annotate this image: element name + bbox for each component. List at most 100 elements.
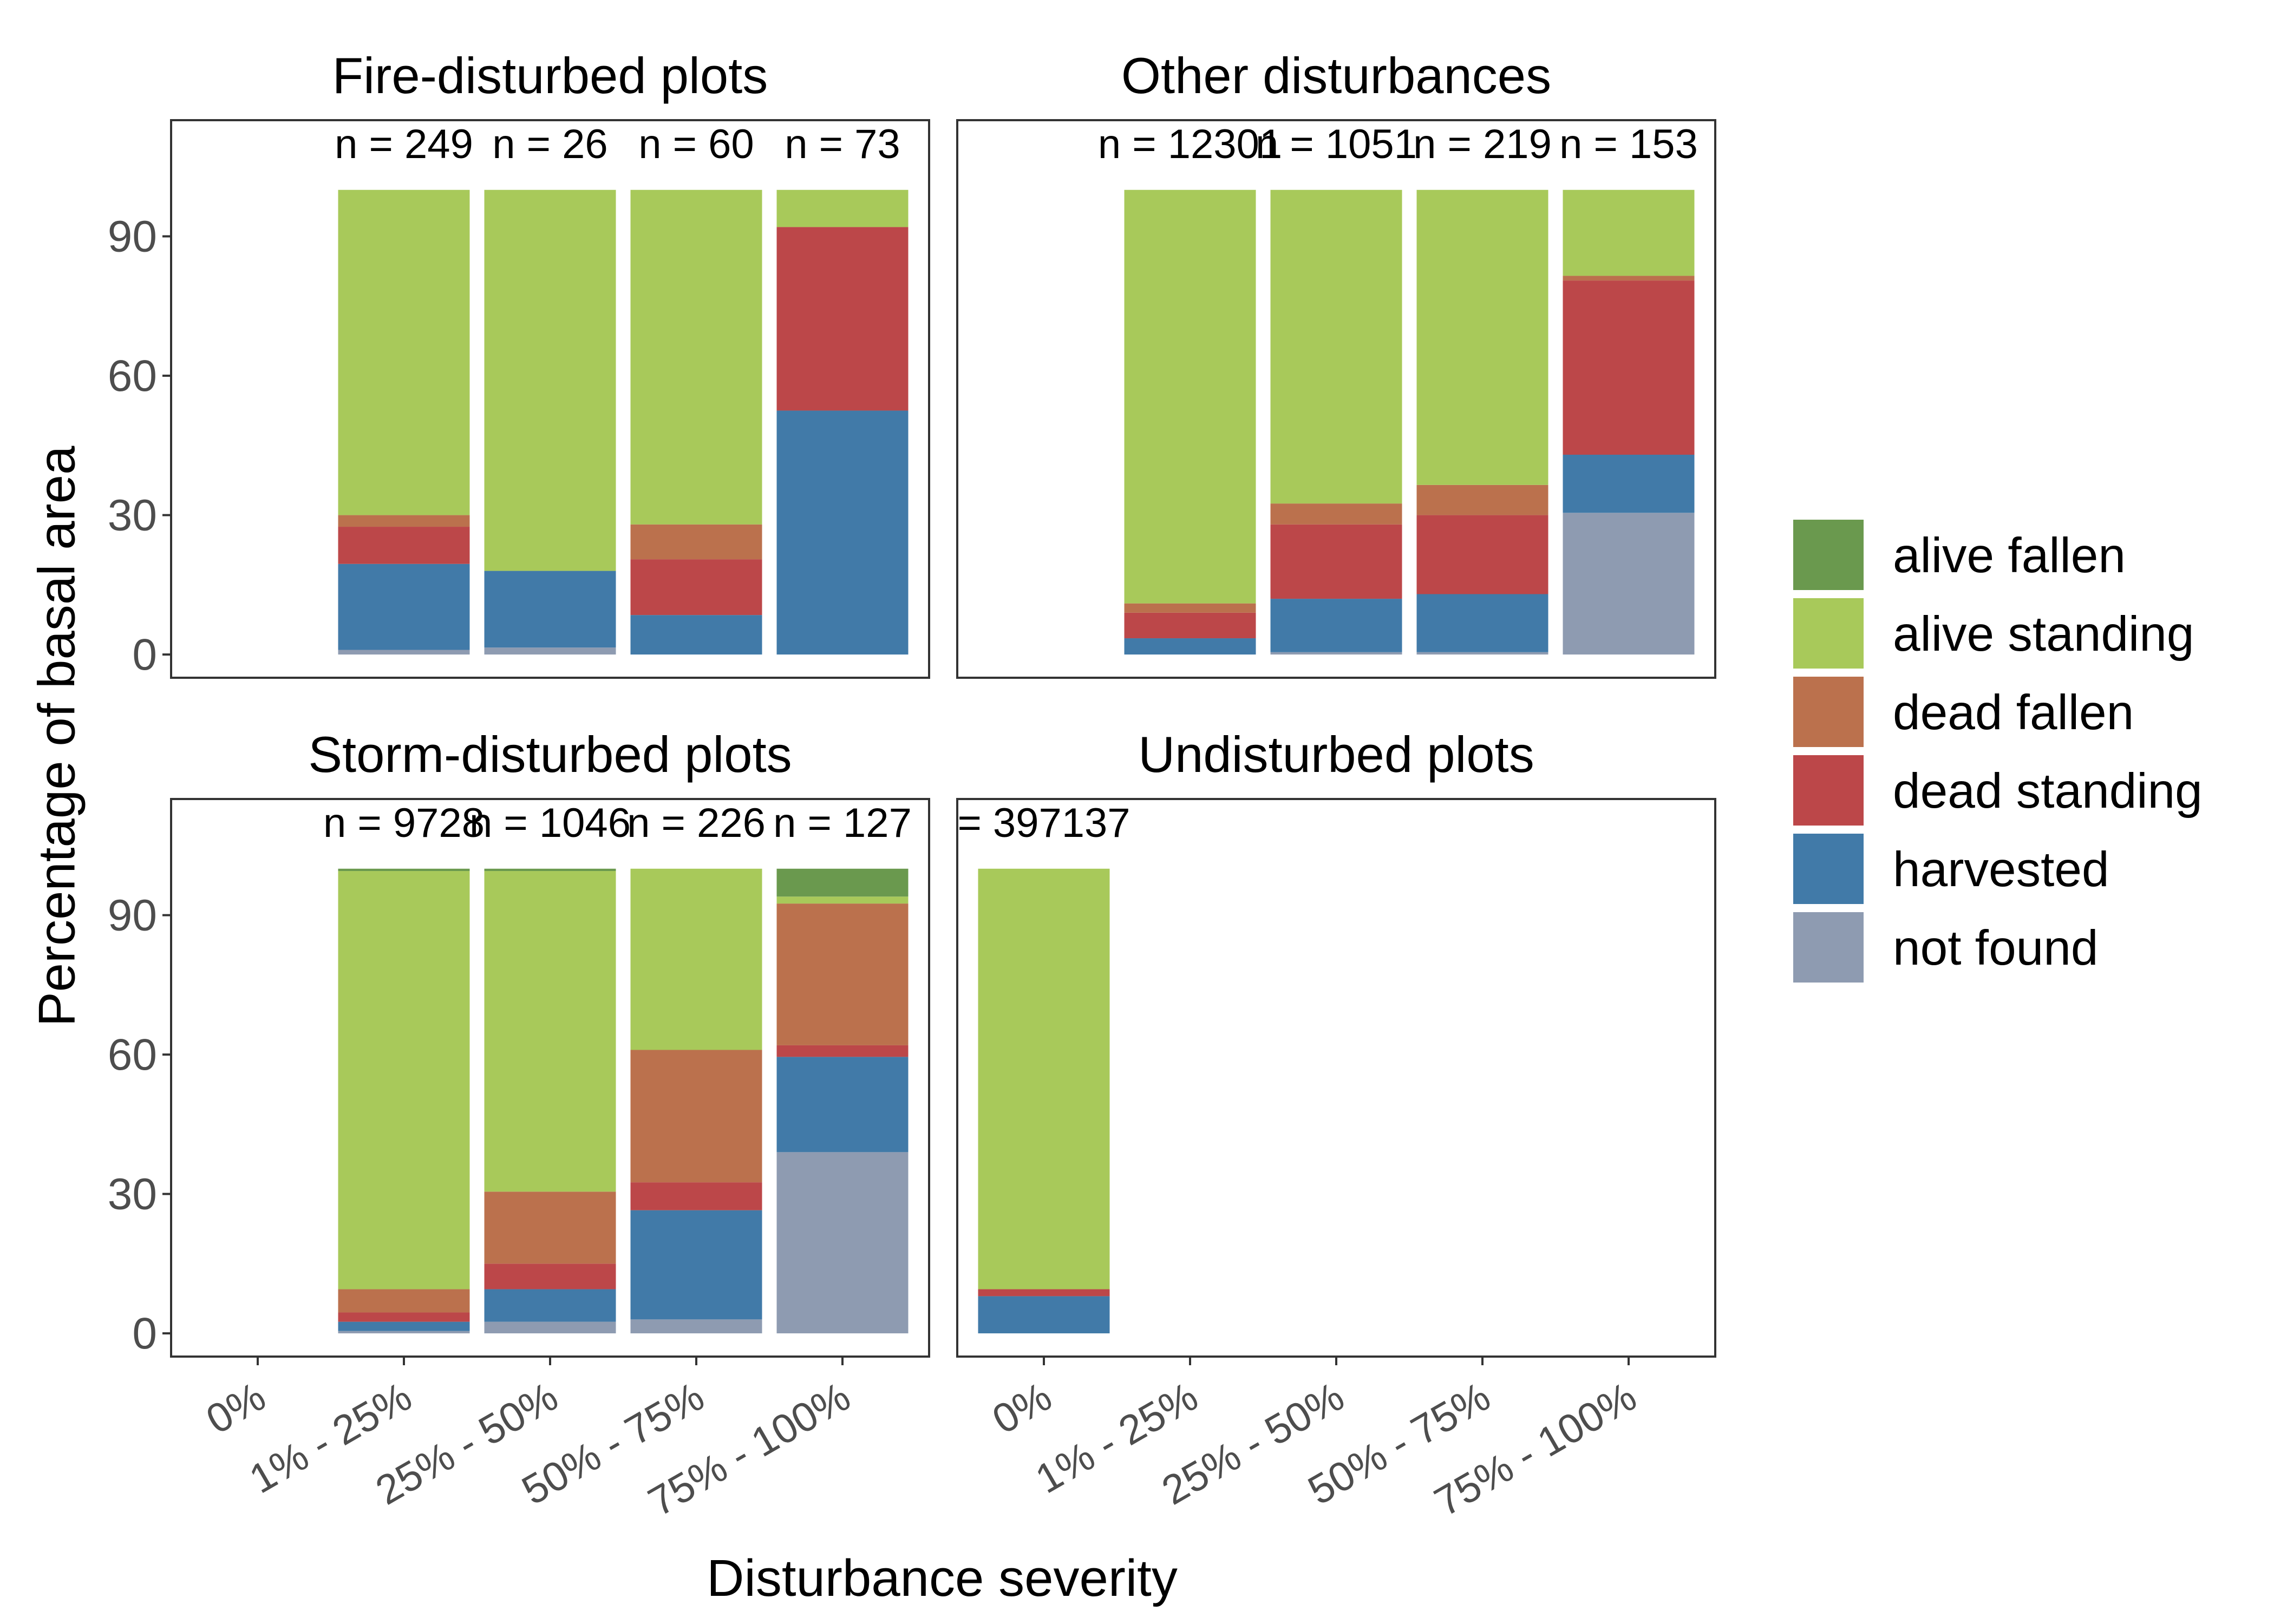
bar-segment-not-found (484, 647, 616, 655)
bar-segment-alive-standing (1124, 189, 1256, 604)
bar-segment-dead-standing (338, 527, 470, 564)
bar-segment-dead-standing (630, 1182, 762, 1210)
legend-label-alive-standing: alive standing (1893, 607, 2194, 662)
bar-50-75 (630, 189, 762, 655)
sample-size-label: n = 249 (335, 121, 473, 167)
panel-border (956, 119, 1716, 679)
bar-segment-harvested (1416, 594, 1548, 652)
bar-segment-dead-fallen (338, 1289, 470, 1313)
bar-segment-alive-standing (1270, 189, 1402, 504)
bar-1-25 (338, 868, 470, 1334)
legend-label-dead-fallen: dead fallen (1893, 685, 2134, 740)
bar-segment-not-found (630, 1319, 762, 1334)
bar-segment-not-found (776, 1152, 909, 1334)
bar-segment-not-found (1416, 652, 1548, 655)
bar-segment-dead-standing (630, 559, 762, 615)
legend-label-not-found: not found (1893, 921, 2099, 975)
sample-size-label: n = 1051 (1256, 121, 1417, 167)
bar-segment-alive-standing (1416, 189, 1548, 485)
bar-segment-not-found (338, 1331, 470, 1334)
bar-segment-alive-standing (776, 896, 909, 904)
sample-size-label: n = 12301 (1098, 121, 1282, 167)
bar-segment-not-found (1270, 652, 1402, 655)
bar-segment-alive-standing (1563, 189, 1695, 276)
bar-segment-harvested (338, 1321, 470, 1331)
facet-panels: Fire-disturbed plots n = 249 n = 26 n = 60 n… (108, 47, 1716, 1525)
sample-size-label: n = 60 (638, 121, 754, 167)
bar-segment-dead-fallen (484, 1191, 616, 1264)
bar-75-100 (776, 868, 909, 1334)
legend-item-alive-fallen: alive fallen (1791, 518, 2126, 592)
y-tick-label: 0 (132, 630, 157, 679)
legend-item-dead-standing: dead standing (1791, 753, 2203, 828)
bar-segment-harvested (776, 410, 909, 655)
bar-segment-dead-standing (776, 227, 909, 411)
bar-1-25 (338, 189, 470, 655)
bar-segment-harvested (1270, 599, 1402, 652)
legend-item-not-found: not found (1791, 910, 2099, 985)
legend-key-not-found (1791, 910, 1866, 985)
legend-key-harvested (1791, 831, 1866, 906)
legend-key-dead-standing (1791, 753, 1866, 828)
bar-25-50 (484, 189, 616, 655)
bar-segment-dead-fallen (630, 524, 762, 560)
legend-item-harvested: harvested (1791, 831, 2109, 906)
bar-segment-harvested (1563, 455, 1695, 513)
panel-title: Storm-disturbed plots (308, 726, 792, 783)
bar-segment-dead-fallen (1124, 603, 1256, 613)
bar-segment-harvested (1124, 638, 1256, 655)
bar-segment-alive-standing (978, 868, 1110, 1289)
bar-segment-dead-standing (1563, 280, 1695, 455)
bar-segment-alive-fallen (338, 868, 470, 872)
bar-segment-alive-standing (630, 868, 762, 1050)
y-tick-label: 60 (108, 351, 157, 401)
x-tick-label: 0% (199, 1373, 273, 1443)
sample-size-label: n = 9728 (323, 800, 485, 846)
bar-segment-harvested (338, 564, 470, 650)
bar-segment-alive-standing (338, 189, 470, 515)
panel-title: Fire-disturbed plots (332, 47, 768, 104)
bar-0 (978, 868, 1110, 1334)
y-tick-label: 30 (108, 1170, 157, 1219)
bar-segment-alive-fallen (776, 868, 909, 897)
bar-segment-dead-fallen (1270, 503, 1402, 525)
bar-segment-dead-fallen (1416, 484, 1548, 515)
legend-key-dead-fallen (1791, 675, 1866, 749)
bar-segment-dead-fallen (630, 1050, 762, 1183)
sample-size-label: n = 219 (1413, 121, 1552, 167)
bar-segment-dead-standing (978, 1289, 1110, 1296)
sample-size-label: n = 1046 (469, 800, 631, 846)
bar-segment-harvested (978, 1296, 1110, 1334)
bar-segment-not-found (484, 1321, 616, 1334)
sample-size-label: = 397137 (957, 800, 1130, 846)
legend-label-dead-standing: dead standing (1893, 764, 2203, 818)
bar-segment-not-found (338, 650, 470, 655)
bar-segment-harvested (630, 615, 762, 655)
x-tick-label: 0% (985, 1373, 1060, 1443)
sample-size-label: n = 226 (627, 800, 766, 846)
sample-size-label: n = 127 (773, 800, 912, 846)
sample-size-label: n = 26 (492, 121, 607, 167)
y-tick-label: 90 (108, 891, 157, 940)
legend-item-dead-fallen: dead fallen (1791, 675, 2134, 749)
bar-50-75 (630, 868, 762, 1334)
bar-segment-alive-standing (630, 189, 762, 525)
bar-75-100 (776, 189, 909, 655)
y-axis-title: Percentage of basal area (28, 446, 86, 1026)
legend-key-alive-fallen (1791, 518, 1866, 592)
bar-segment-harvested (484, 571, 616, 648)
y-tick-label: 90 (108, 212, 157, 261)
bar-50-75 (1416, 189, 1548, 655)
bar-segment-dead-standing (338, 1312, 470, 1322)
bar-25-50 (1270, 189, 1402, 655)
bar-segment-dead-fallen (1563, 276, 1695, 281)
bar-segment-dead-standing (776, 1045, 909, 1057)
bar-segment-harvested (484, 1289, 616, 1322)
panel-title: Undisturbed plots (1138, 726, 1534, 783)
bar-segment-alive-fallen (484, 868, 616, 872)
sample-size-label: n = 153 (1559, 121, 1698, 167)
